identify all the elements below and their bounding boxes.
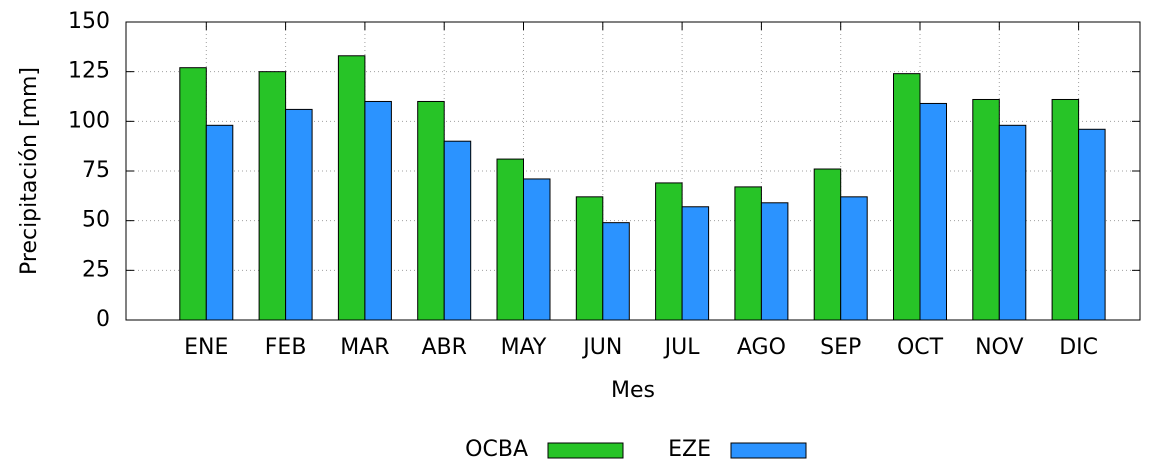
- x-tick-label: ABR: [421, 335, 466, 360]
- y-tick-label: 125: [68, 59, 110, 84]
- y-tick-label: 150: [68, 9, 110, 34]
- bar: [205, 124, 234, 321]
- bar: [179, 67, 207, 321]
- plot-border: [125, 21, 1141, 321]
- bar: [285, 108, 313, 321]
- legend-label: EZE: [668, 437, 711, 461]
- bar: [443, 140, 472, 321]
- legend-label: OCBA: [465, 437, 528, 461]
- bar: [734, 186, 762, 321]
- x-tick-label: JUN: [581, 335, 622, 360]
- bar: [523, 178, 551, 321]
- y-tick-label: 50: [82, 208, 110, 233]
- bar: [258, 71, 287, 321]
- bar: [1051, 98, 1080, 321]
- x-tick-label: NOV: [975, 335, 1023, 360]
- legend-swatch: [730, 442, 807, 459]
- legend-swatch: [547, 442, 624, 459]
- x-tick-label: DIC: [1059, 335, 1098, 360]
- bar: [681, 206, 710, 321]
- bar: [840, 196, 868, 321]
- x-tick-label: MAY: [501, 335, 547, 360]
- x-axis-label: Mes: [611, 378, 655, 403]
- x-tick-label: ENE: [184, 335, 228, 360]
- y-tick-label: 100: [68, 108, 110, 133]
- bar: [893, 73, 921, 321]
- bar: [337, 55, 366, 321]
- x-tick-label: AGO: [737, 335, 786, 360]
- bar: [602, 222, 630, 321]
- bar: [919, 102, 947, 321]
- x-tick-label: JUL: [663, 335, 701, 360]
- bar: [760, 202, 789, 321]
- bar: [813, 168, 842, 321]
- y-tick-label: 25: [82, 257, 110, 282]
- bar: [575, 196, 604, 321]
- x-tick-label: MAR: [340, 335, 389, 360]
- bar: [972, 98, 1000, 321]
- y-axis-label: Precipitación [mm]: [17, 67, 42, 275]
- y-tick-label: 0: [96, 307, 110, 332]
- x-tick-label: OCT: [897, 335, 944, 360]
- bar: [998, 124, 1027, 321]
- bar: [655, 182, 683, 321]
- bar: [496, 158, 524, 321]
- x-tick-label: FEB: [265, 335, 307, 360]
- bar: [1078, 128, 1106, 321]
- x-tick-label: SEP: [820, 335, 861, 360]
- y-tick-label: 75: [82, 158, 110, 183]
- bar: [364, 100, 392, 321]
- bar: [417, 100, 445, 321]
